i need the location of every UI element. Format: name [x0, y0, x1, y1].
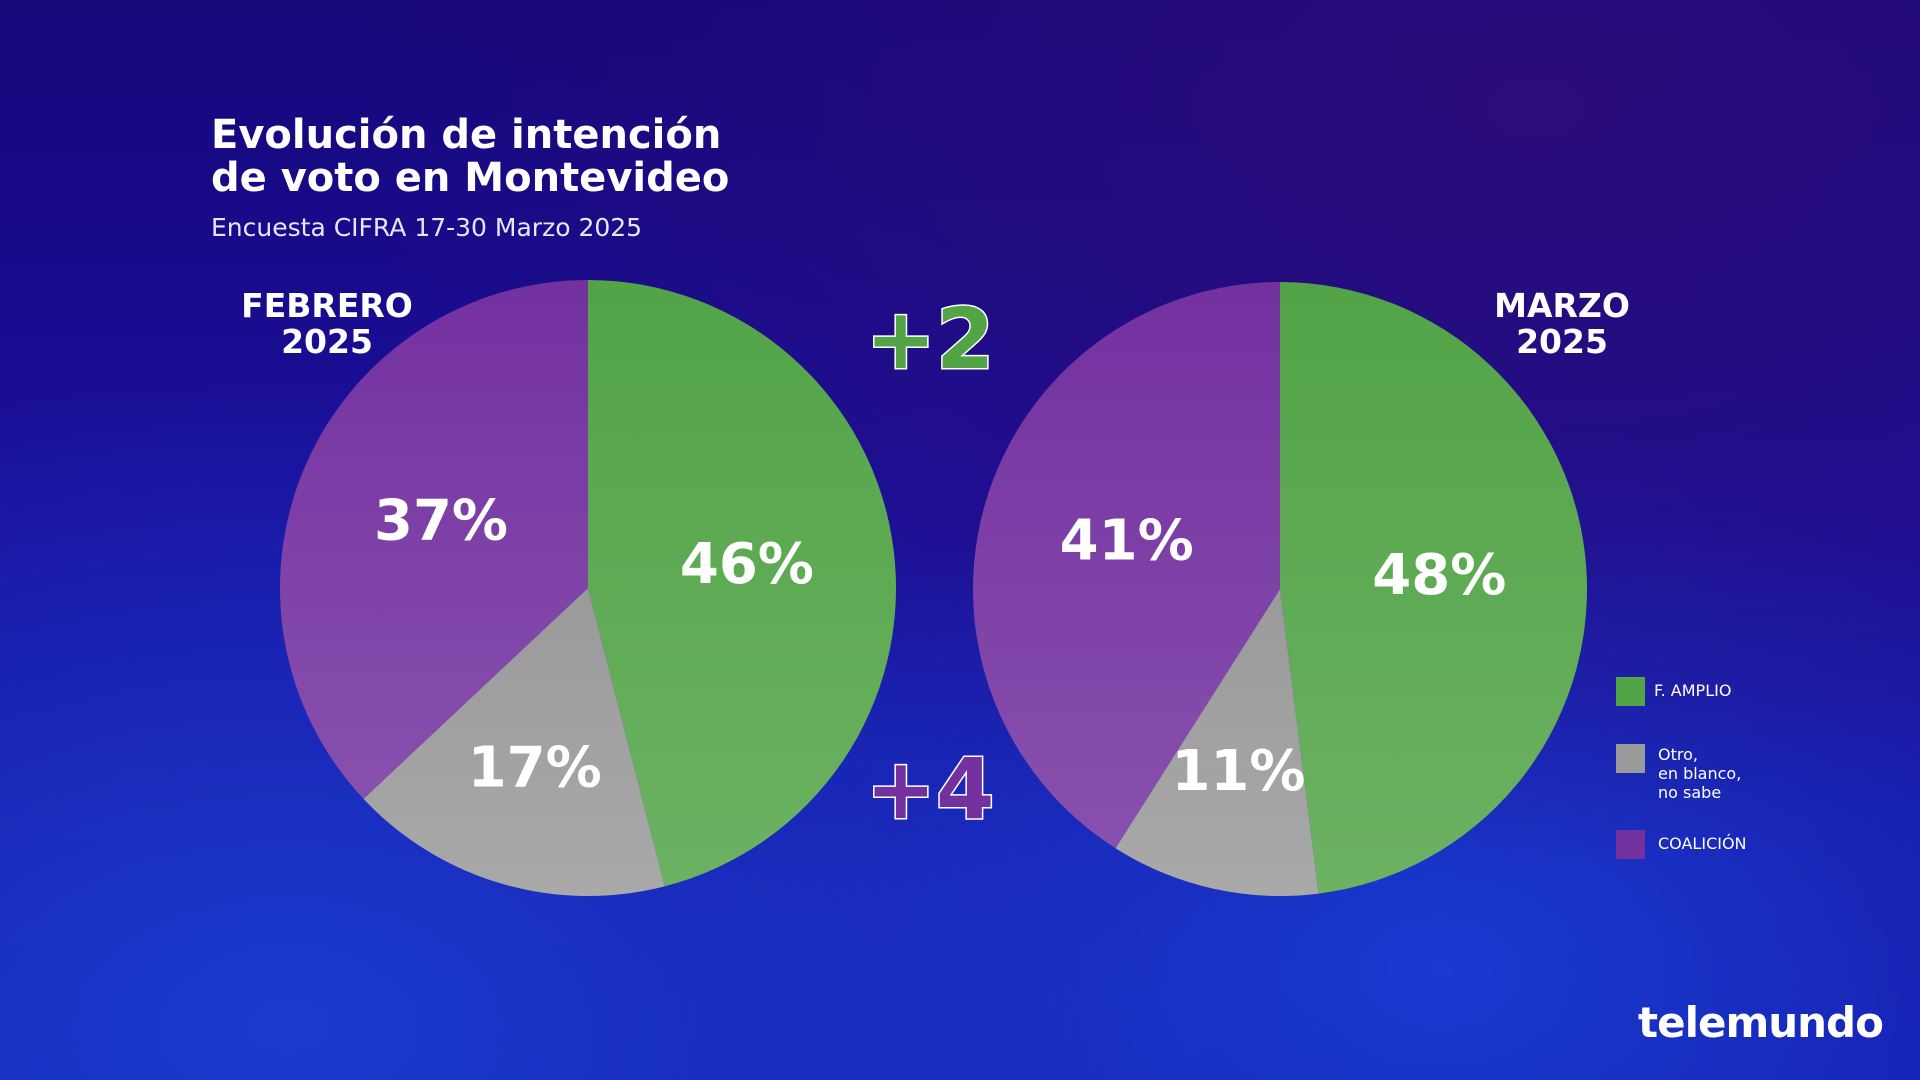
- data-label: 11%: [1171, 739, 1305, 804]
- slice-shade: [1280, 282, 1588, 894]
- legend-label: COALICIÓN: [1658, 834, 1747, 853]
- brand-logo: telemundo: [1638, 998, 1884, 1047]
- data-label: 46%: [680, 532, 814, 597]
- pie-title: FEBRERO 2025: [241, 286, 413, 361]
- legend-swatch: [1616, 744, 1645, 773]
- slice-shade: [363, 588, 665, 896]
- data-label: 17%: [468, 736, 602, 801]
- legend-swatch: [1616, 830, 1645, 859]
- data-label: 41%: [1060, 509, 1194, 574]
- subtitle: Encuesta CIFRA 17-30 Marzo 2025: [211, 213, 643, 242]
- legend-label: F. AMPLIO: [1654, 681, 1732, 700]
- change-annotation: +2: [866, 290, 995, 388]
- title: Evolución de intención de voto en Montev…: [211, 112, 730, 201]
- change-annotation: +4: [866, 740, 995, 838]
- slice-shade: [973, 282, 1280, 849]
- pie-title: MARZO 2025: [1494, 286, 1630, 361]
- slice-shade: [280, 280, 588, 799]
- slice-shade: [588, 280, 896, 887]
- data-label: 37%: [374, 489, 508, 554]
- slice-shade: [1115, 589, 1319, 896]
- legend-label: Otro, en blanco, no sabe: [1658, 745, 1742, 802]
- data-label: 48%: [1372, 543, 1506, 608]
- legend-swatch: [1616, 677, 1645, 706]
